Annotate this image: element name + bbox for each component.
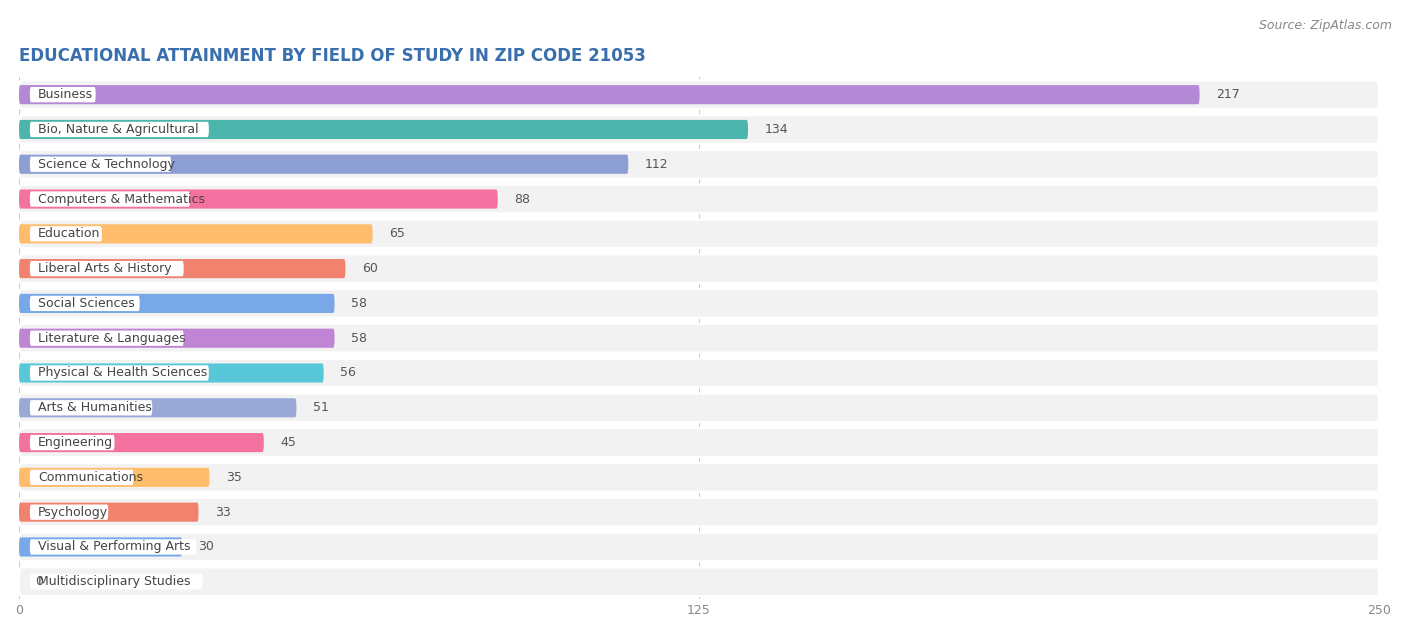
- Text: 0: 0: [35, 575, 44, 588]
- Text: Source: ZipAtlas.com: Source: ZipAtlas.com: [1258, 19, 1392, 32]
- Text: Multidisciplinary Studies: Multidisciplinary Studies: [38, 575, 191, 588]
- Text: 112: 112: [644, 158, 668, 171]
- Text: EDUCATIONAL ATTAINMENT BY FIELD OF STUDY IN ZIP CODE 21053: EDUCATIONAL ATTAINMENT BY FIELD OF STUDY…: [20, 47, 645, 64]
- Text: Arts & Humanities: Arts & Humanities: [38, 401, 152, 415]
- Text: 30: 30: [198, 540, 214, 554]
- FancyBboxPatch shape: [20, 394, 1379, 422]
- FancyBboxPatch shape: [20, 150, 1379, 178]
- FancyBboxPatch shape: [30, 226, 103, 241]
- Text: Education: Education: [38, 228, 100, 240]
- Text: Social Sciences: Social Sciences: [38, 297, 135, 310]
- FancyBboxPatch shape: [30, 157, 172, 172]
- FancyBboxPatch shape: [30, 122, 209, 137]
- FancyBboxPatch shape: [30, 435, 114, 450]
- Text: 33: 33: [215, 506, 231, 519]
- FancyBboxPatch shape: [20, 428, 1379, 457]
- FancyBboxPatch shape: [20, 120, 748, 139]
- FancyBboxPatch shape: [30, 470, 134, 485]
- FancyBboxPatch shape: [30, 296, 139, 311]
- FancyBboxPatch shape: [20, 468, 209, 487]
- FancyBboxPatch shape: [20, 359, 1379, 387]
- FancyBboxPatch shape: [20, 259, 346, 278]
- Text: Physical & Health Sciences: Physical & Health Sciences: [38, 367, 207, 379]
- Text: 65: 65: [389, 228, 405, 240]
- FancyBboxPatch shape: [20, 324, 1379, 353]
- Text: Computers & Mathematics: Computers & Mathematics: [38, 193, 205, 205]
- FancyBboxPatch shape: [20, 433, 264, 452]
- FancyBboxPatch shape: [30, 87, 96, 102]
- FancyBboxPatch shape: [30, 400, 152, 415]
- Text: 134: 134: [765, 123, 787, 136]
- Text: 58: 58: [352, 332, 367, 344]
- FancyBboxPatch shape: [30, 574, 202, 590]
- FancyBboxPatch shape: [30, 331, 184, 346]
- Text: 35: 35: [226, 471, 242, 484]
- Text: Visual & Performing Arts: Visual & Performing Arts: [38, 540, 191, 554]
- Text: 58: 58: [352, 297, 367, 310]
- Text: 60: 60: [361, 262, 378, 275]
- FancyBboxPatch shape: [20, 533, 1379, 561]
- FancyBboxPatch shape: [20, 254, 1379, 283]
- FancyBboxPatch shape: [20, 155, 628, 174]
- Text: Psychology: Psychology: [38, 506, 108, 519]
- Text: Literature & Languages: Literature & Languages: [38, 332, 186, 344]
- FancyBboxPatch shape: [20, 463, 1379, 492]
- Text: Engineering: Engineering: [38, 436, 112, 449]
- FancyBboxPatch shape: [20, 568, 1379, 596]
- FancyBboxPatch shape: [30, 261, 184, 276]
- FancyBboxPatch shape: [20, 224, 373, 243]
- Text: 56: 56: [340, 367, 356, 379]
- FancyBboxPatch shape: [30, 191, 190, 207]
- FancyBboxPatch shape: [20, 398, 297, 417]
- FancyBboxPatch shape: [20, 537, 183, 557]
- FancyBboxPatch shape: [20, 85, 1199, 104]
- Text: 217: 217: [1216, 88, 1240, 101]
- FancyBboxPatch shape: [20, 190, 498, 209]
- FancyBboxPatch shape: [30, 365, 209, 380]
- FancyBboxPatch shape: [20, 115, 1379, 143]
- FancyBboxPatch shape: [20, 289, 1379, 318]
- FancyBboxPatch shape: [20, 329, 335, 348]
- FancyBboxPatch shape: [20, 498, 1379, 526]
- FancyBboxPatch shape: [30, 539, 197, 555]
- Text: Bio, Nature & Agricultural: Bio, Nature & Agricultural: [38, 123, 198, 136]
- FancyBboxPatch shape: [20, 80, 1379, 109]
- Text: Communications: Communications: [38, 471, 143, 484]
- Text: 45: 45: [280, 436, 297, 449]
- Text: Business: Business: [38, 88, 93, 101]
- FancyBboxPatch shape: [20, 185, 1379, 214]
- Text: 88: 88: [515, 193, 530, 205]
- FancyBboxPatch shape: [20, 363, 323, 382]
- FancyBboxPatch shape: [30, 504, 108, 520]
- FancyBboxPatch shape: [20, 502, 198, 522]
- Text: Science & Technology: Science & Technology: [38, 158, 174, 171]
- FancyBboxPatch shape: [20, 219, 1379, 248]
- FancyBboxPatch shape: [20, 294, 335, 313]
- Text: 51: 51: [312, 401, 329, 415]
- Text: Liberal Arts & History: Liberal Arts & History: [38, 262, 172, 275]
